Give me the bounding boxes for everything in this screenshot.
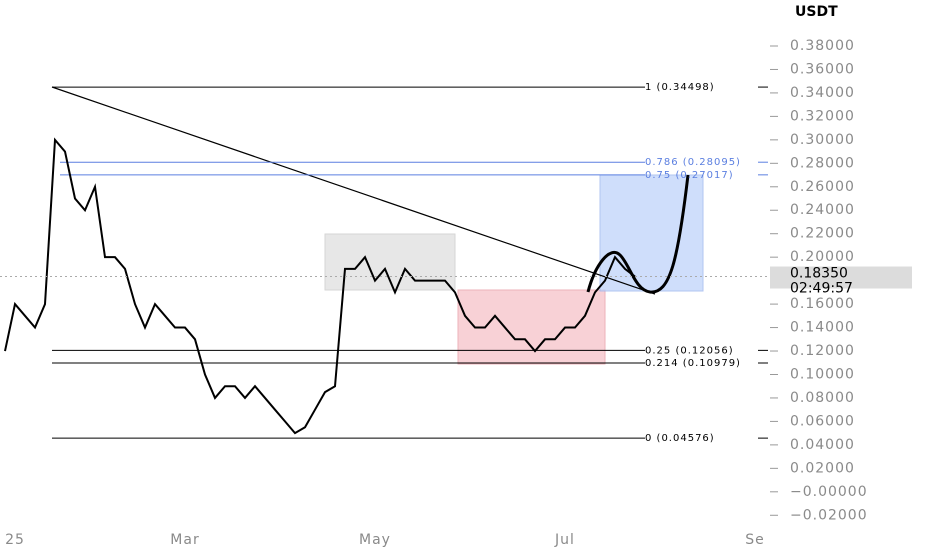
x-tick-label: Mar xyxy=(170,532,199,548)
price-line xyxy=(4,137,636,435)
fib-label: 0.75 (0.27017) xyxy=(645,170,734,181)
last-price: 0.18350 xyxy=(790,266,848,282)
y-tick-label: 0.28000 xyxy=(790,155,855,171)
y-tick-label: 0.04000 xyxy=(790,437,855,453)
target-box xyxy=(599,174,704,292)
fib-label: 1 (0.34498) xyxy=(645,82,715,93)
y-tick-label: 0.06000 xyxy=(790,413,855,429)
fib-label: 0.214 (0.10979) xyxy=(645,358,741,369)
projection-curve xyxy=(586,174,690,294)
y-tick-label: 0.32000 xyxy=(790,108,855,124)
x-tick-label: May xyxy=(359,532,391,548)
y-tick-label: 0.24000 xyxy=(790,202,855,218)
y-tick-label: 0.14000 xyxy=(790,320,855,336)
y-tick-label: 0.10000 xyxy=(790,366,855,382)
y-tick-label: 0.02000 xyxy=(790,460,855,476)
y-tick-label: −0.00000 xyxy=(790,484,868,500)
y-tick-label: 0.30000 xyxy=(790,132,855,148)
trend-line xyxy=(51,86,656,295)
y-tick-label: 0.38000 xyxy=(790,38,855,54)
countdown: 02:49:57 xyxy=(790,281,853,297)
y-tick-label: 0.12000 xyxy=(790,343,855,359)
y-tick-label: 0.22000 xyxy=(790,226,855,242)
y-tick-label: 0.16000 xyxy=(790,296,855,312)
y-tick-label: 0.34000 xyxy=(790,85,855,101)
y-tick-label: 0.26000 xyxy=(790,179,855,195)
price-tag xyxy=(770,266,912,289)
x-tick-label: Se xyxy=(745,532,765,548)
y-tick-label: −0.02000 xyxy=(790,507,868,523)
x-tick-label: 25 xyxy=(5,532,25,548)
y-tick-label: 0.36000 xyxy=(790,61,855,77)
y-tick-label: 0.20000 xyxy=(790,249,855,265)
currency: USDT xyxy=(795,4,838,20)
fib-label: 0.786 (0.28095) xyxy=(645,157,741,168)
y-tick-label: 0.08000 xyxy=(790,390,855,406)
x-tick-label: Jul xyxy=(554,532,575,548)
fib-label: 0 (0.04576) xyxy=(645,433,715,444)
fib-label: 0.25 (0.12056) xyxy=(645,345,734,356)
